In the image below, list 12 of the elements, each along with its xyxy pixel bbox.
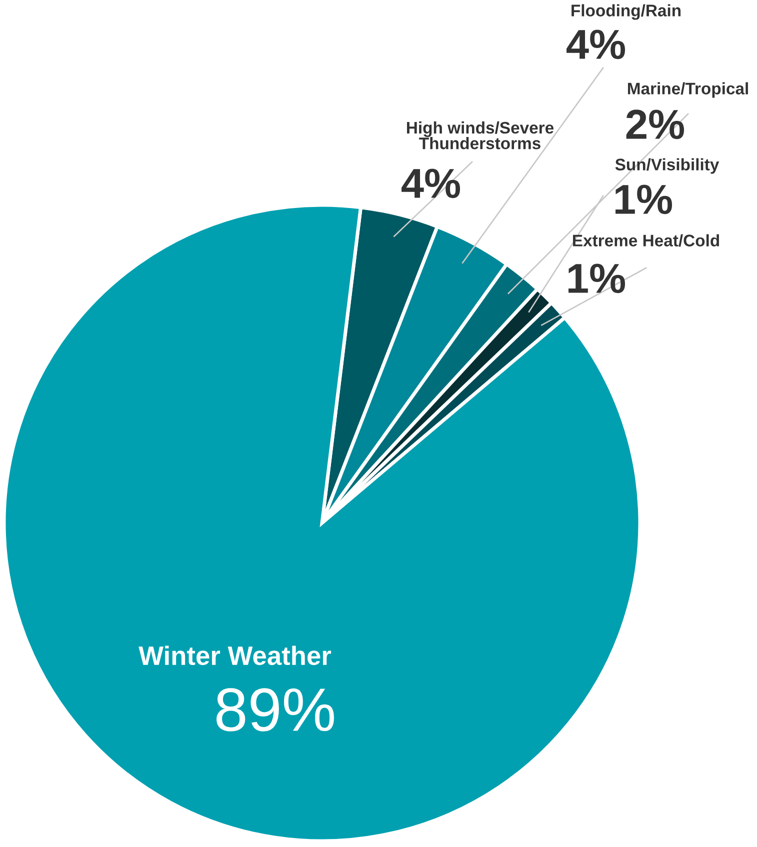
data-label: 4% [402,168,460,198]
slice-label: Extreme Heat/Cold [573,234,719,247]
data-label: 89% [216,688,334,732]
data-label: 1% [568,264,626,294]
data-label: 1% [616,184,672,214]
slice-label: Flooding/Rain [572,4,681,20]
slice-label: Winter Weather [138,646,332,666]
data-label: 4% [566,30,626,60]
slice-label: Sun/Visibility [615,158,720,174]
data-label: 2% [626,110,684,140]
slice-label: Marine/Tropical [628,82,748,98]
slice-label: High winds/Severe Thunderstorms [407,121,554,150]
